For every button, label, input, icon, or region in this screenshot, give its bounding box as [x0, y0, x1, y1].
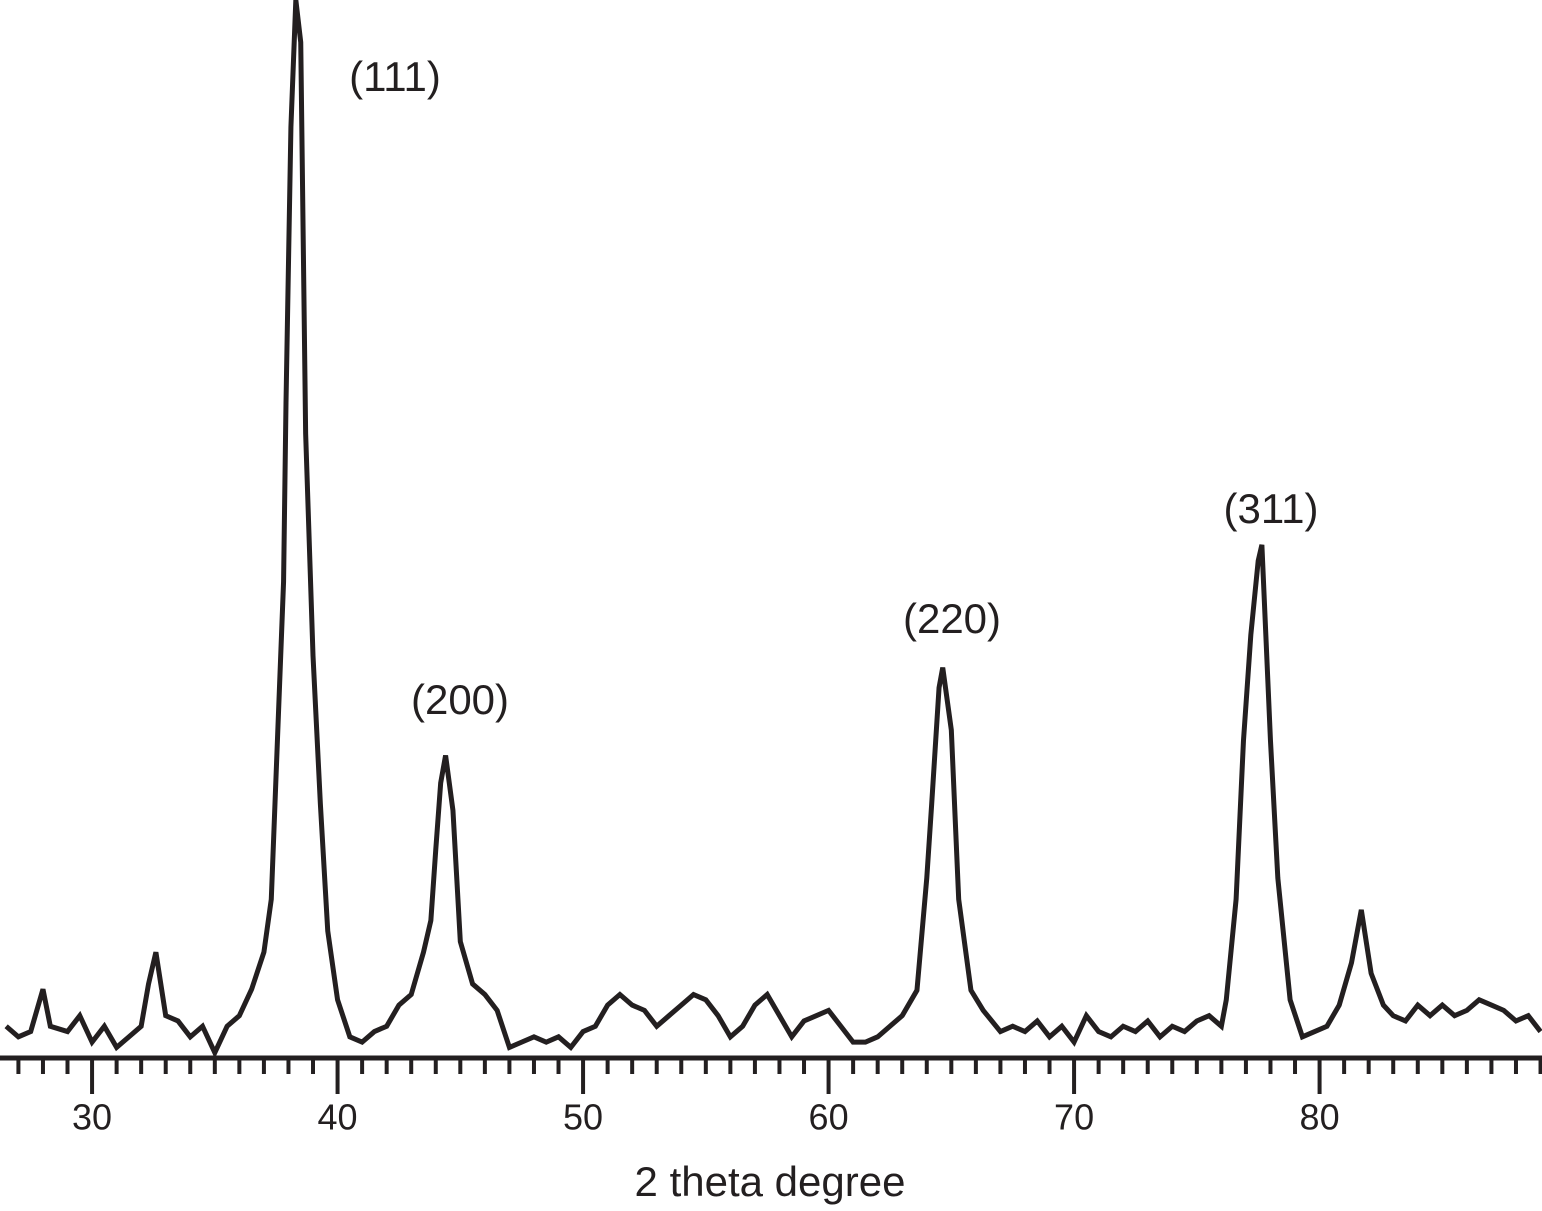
x-tick-label: 30	[72, 1097, 112, 1138]
x-tick-label: 60	[809, 1097, 849, 1138]
x-axis-label: 2 theta degree	[635, 1158, 906, 1205]
peak-label: (311)	[1224, 485, 1319, 532]
x-tick-label: 80	[1300, 1097, 1340, 1138]
peak-label: (220)	[903, 595, 1001, 642]
diffraction-line	[4, 0, 1542, 1059]
x-tick-label: 70	[1054, 1097, 1094, 1138]
x-tick-label: 40	[318, 1097, 358, 1138]
peak-label: (111)	[349, 53, 441, 100]
peak-label: (200)	[411, 676, 509, 723]
x-tick-label: 50	[563, 1097, 603, 1138]
